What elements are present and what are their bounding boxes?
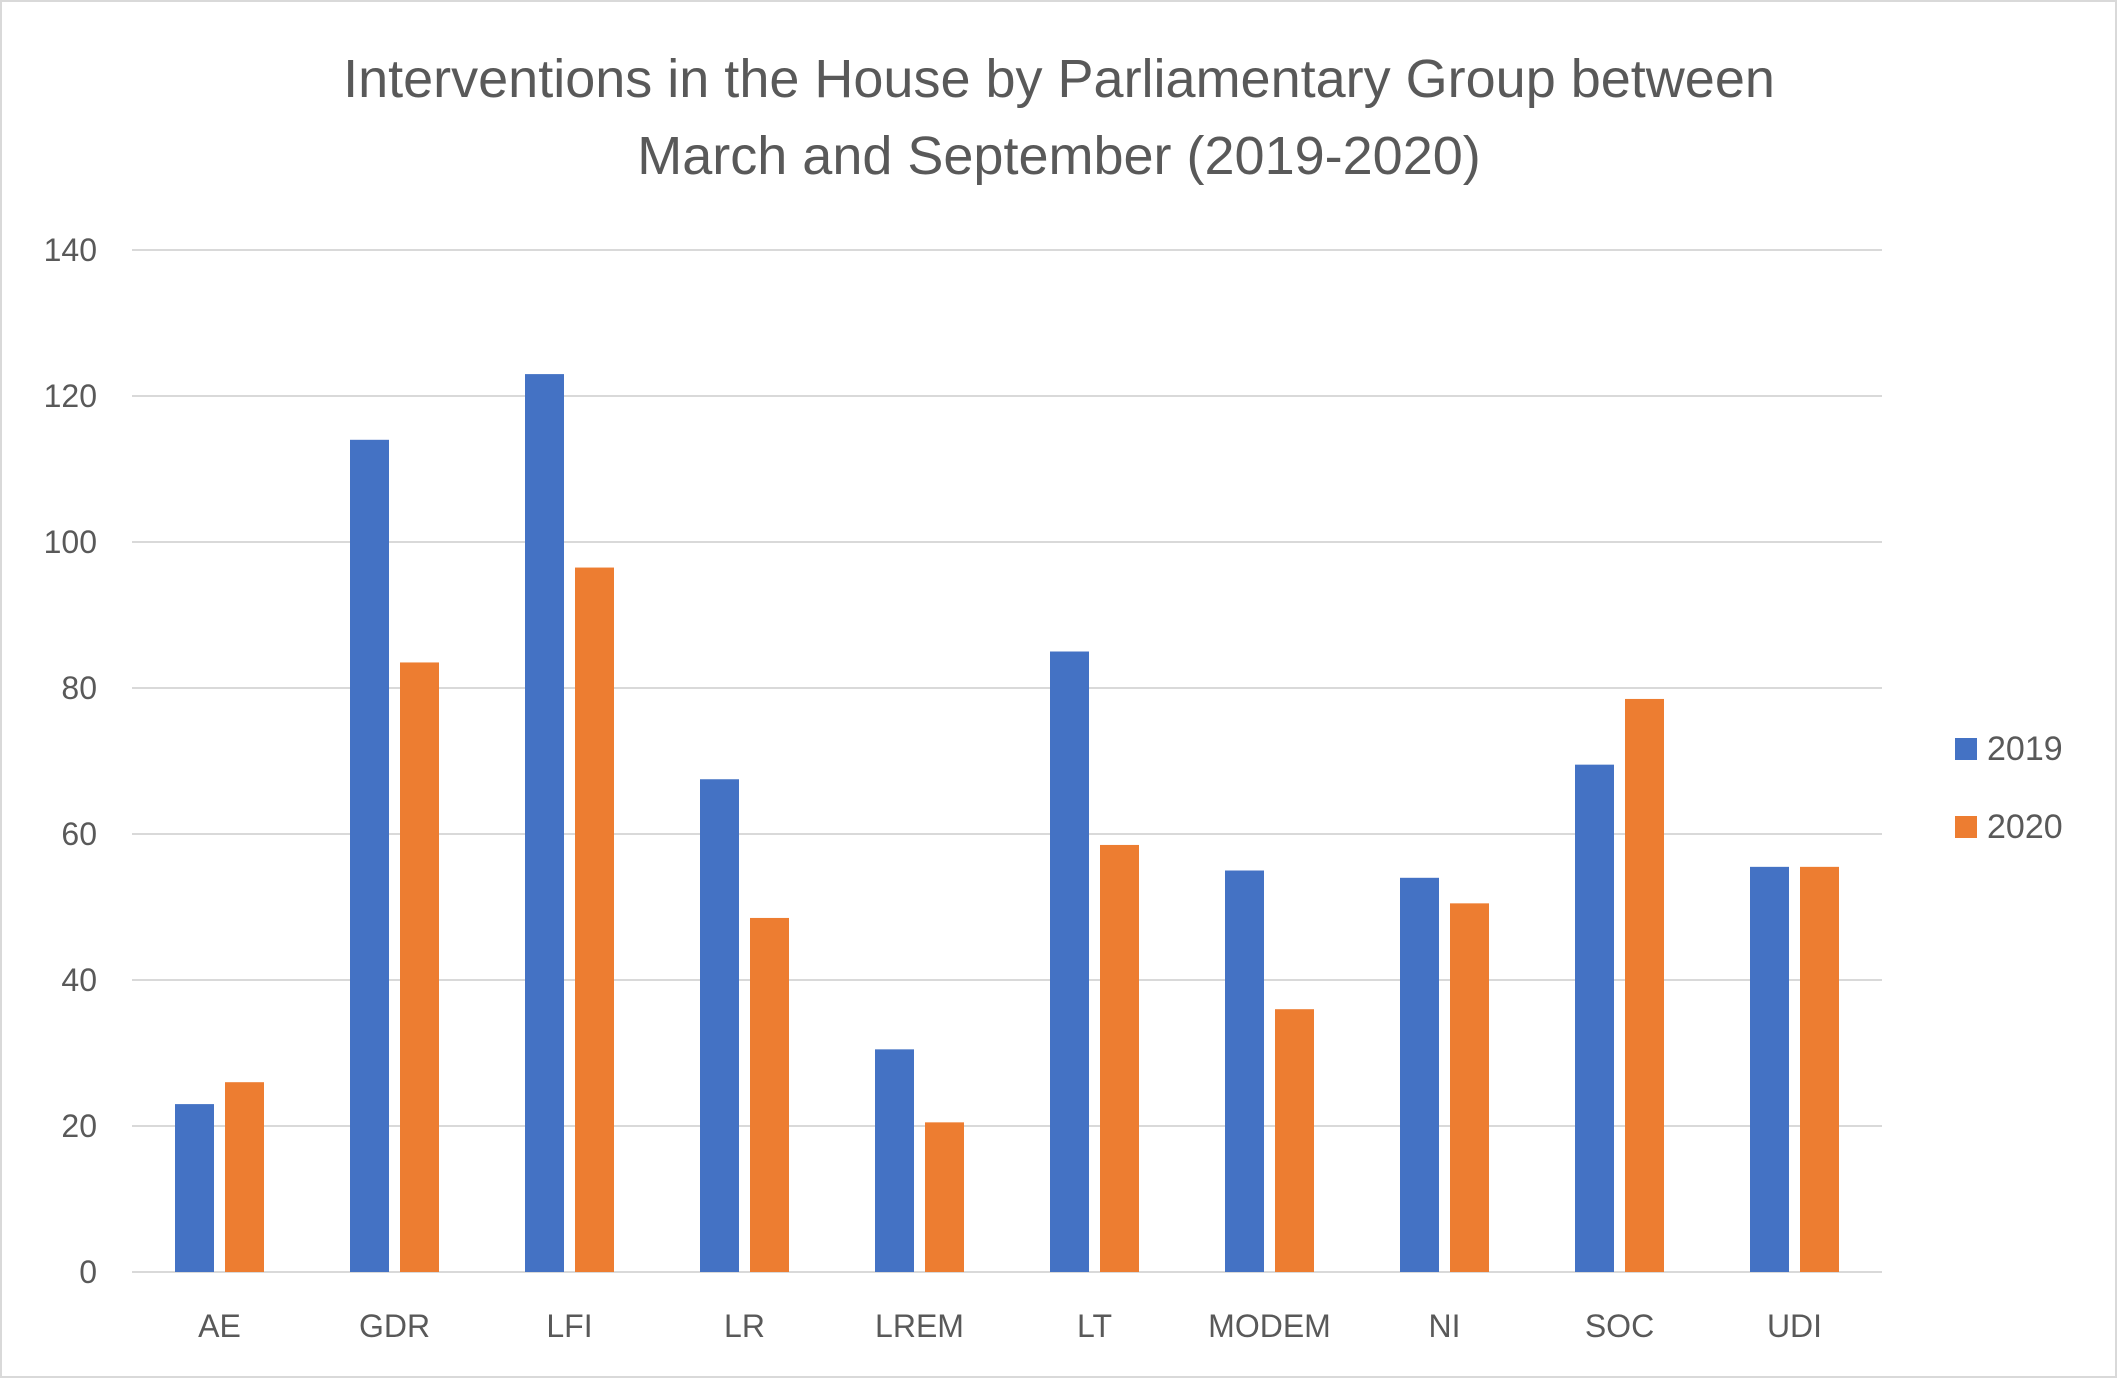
bar-2019-LT xyxy=(1050,651,1089,1272)
x-category-label: NI xyxy=(1429,1308,1461,1344)
bar-2019-LREM xyxy=(875,1049,914,1272)
bar-2020-LT xyxy=(1100,844,1139,1272)
bar-2019-UDI xyxy=(1750,866,1789,1272)
x-category-label: SOC xyxy=(1585,1308,1654,1344)
bar-2020-AE xyxy=(225,1082,264,1272)
y-tick-label: 0 xyxy=(79,1254,97,1290)
bar-2020-SOC xyxy=(1625,698,1664,1272)
x-axis: AE GDR LFI LR LREM LT MODEM NI SOC UDI xyxy=(198,1308,1822,1344)
x-category-label: MODEM xyxy=(1208,1308,1331,1344)
bar-2019-SOC xyxy=(1575,764,1614,1272)
y-tick-label: 80 xyxy=(61,670,97,706)
y-tick-label: 40 xyxy=(61,962,97,998)
y-axis: 0 20 40 60 80 100 120 140 xyxy=(44,232,97,1290)
bar-2020-NI xyxy=(1450,903,1489,1272)
x-category-label: LFI xyxy=(546,1308,592,1344)
bar-2019-GDR xyxy=(350,439,389,1272)
y-tick-label: 20 xyxy=(61,1108,97,1144)
x-category-label: AE xyxy=(198,1308,241,1344)
x-category-label: LT xyxy=(1077,1308,1112,1344)
legend-label: 2020 xyxy=(1987,808,2063,846)
bar-2020-LR xyxy=(750,917,789,1272)
bar-2019-AE xyxy=(175,1104,214,1272)
y-tick-label: 60 xyxy=(61,816,97,852)
chart-title-line-2: March and September (2019-2020) xyxy=(637,126,1481,186)
legend-swatch-2019 xyxy=(1955,738,1977,760)
legend-label: 2019 xyxy=(1987,730,2063,768)
bar-2019-LFI xyxy=(525,374,564,1273)
gridlines xyxy=(132,249,1882,1273)
bar-2019-NI xyxy=(1400,877,1439,1272)
chart-title-line-1: Interventions in the House by Parliament… xyxy=(343,49,1775,109)
bar-2020-LREM xyxy=(925,1122,964,1272)
x-category-label: UDI xyxy=(1767,1308,1822,1344)
bar-2020-LFI xyxy=(575,567,614,1272)
x-category-label: LREM xyxy=(875,1308,964,1344)
bars xyxy=(175,374,1839,1273)
x-category-label: LR xyxy=(724,1308,765,1344)
bar-2019-LR xyxy=(700,779,739,1272)
legend-swatch-2020 xyxy=(1955,816,1977,838)
bar-2020-MODEM xyxy=(1275,1009,1314,1272)
bar-2020-UDI xyxy=(1800,866,1839,1272)
bar-2020-GDR xyxy=(400,662,439,1272)
bar-2019-MODEM xyxy=(1225,870,1264,1272)
y-tick-label: 140 xyxy=(44,232,97,268)
y-tick-label: 120 xyxy=(44,378,97,414)
legend: 2019 2020 xyxy=(1955,730,2063,846)
chart-title: Interventions in the House by Parliament… xyxy=(343,49,1775,186)
y-tick-label: 100 xyxy=(44,524,97,560)
x-category-label: GDR xyxy=(359,1308,430,1344)
